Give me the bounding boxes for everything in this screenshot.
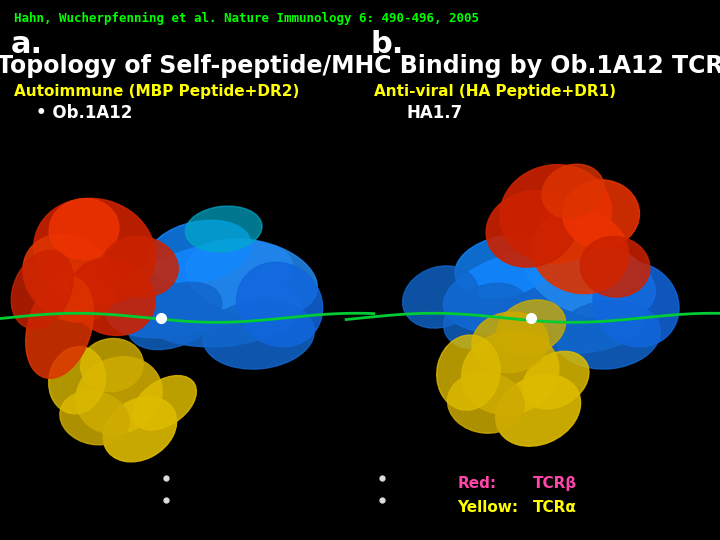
Text: HA1.7: HA1.7 <box>407 104 463 122</box>
Ellipse shape <box>487 286 644 354</box>
Ellipse shape <box>128 282 222 349</box>
Ellipse shape <box>34 198 156 305</box>
Ellipse shape <box>556 301 660 369</box>
Ellipse shape <box>203 300 315 369</box>
Ellipse shape <box>132 376 197 430</box>
Ellipse shape <box>531 210 629 294</box>
Ellipse shape <box>106 241 292 338</box>
Ellipse shape <box>76 357 162 434</box>
Ellipse shape <box>526 237 655 319</box>
Ellipse shape <box>23 234 117 322</box>
Ellipse shape <box>69 259 155 335</box>
Text: TCRα: TCRα <box>533 500 577 515</box>
Ellipse shape <box>455 235 552 298</box>
Ellipse shape <box>49 347 105 414</box>
Ellipse shape <box>236 262 323 347</box>
Ellipse shape <box>102 237 179 297</box>
Ellipse shape <box>562 180 639 248</box>
Ellipse shape <box>447 373 524 433</box>
Ellipse shape <box>496 375 580 446</box>
Text: a.: a. <box>11 30 43 59</box>
Ellipse shape <box>437 335 500 410</box>
Ellipse shape <box>103 397 176 462</box>
Ellipse shape <box>593 262 679 347</box>
Ellipse shape <box>542 164 604 218</box>
Text: TCRβ: TCRβ <box>533 476 577 491</box>
Ellipse shape <box>523 352 589 409</box>
Ellipse shape <box>497 300 565 355</box>
Ellipse shape <box>60 391 129 445</box>
Ellipse shape <box>26 276 94 379</box>
Text: • Ob.1A12: • Ob.1A12 <box>36 104 132 122</box>
Ellipse shape <box>462 330 559 415</box>
Ellipse shape <box>145 278 302 347</box>
Ellipse shape <box>472 312 549 373</box>
Text: b.: b. <box>371 30 404 59</box>
Ellipse shape <box>185 206 262 252</box>
Text: Topology of Self-peptide/MHC Binding by Ob.1A12 TCR: Topology of Self-peptide/MHC Binding by … <box>0 54 720 78</box>
Text: Red:: Red: <box>457 476 496 491</box>
Ellipse shape <box>444 245 633 334</box>
Ellipse shape <box>148 220 251 283</box>
Text: Hahn, Wucherpfenning et al. Nature Immunology 6: 490-496, 2005: Hahn, Wucherpfenning et al. Nature Immun… <box>14 12 480 25</box>
Ellipse shape <box>500 165 611 263</box>
Ellipse shape <box>81 339 143 392</box>
Ellipse shape <box>186 239 318 318</box>
Ellipse shape <box>444 283 528 349</box>
Ellipse shape <box>580 237 650 297</box>
Ellipse shape <box>49 199 119 259</box>
Ellipse shape <box>402 266 478 328</box>
Ellipse shape <box>12 251 73 328</box>
Text: Yellow:: Yellow: <box>457 500 518 515</box>
Text: Anti-viral (HA Peptide+DR1): Anti-viral (HA Peptide+DR1) <box>374 84 616 99</box>
Text: Autoimmune (MBP Peptide+DR2): Autoimmune (MBP Peptide+DR2) <box>14 84 300 99</box>
Ellipse shape <box>486 191 576 267</box>
